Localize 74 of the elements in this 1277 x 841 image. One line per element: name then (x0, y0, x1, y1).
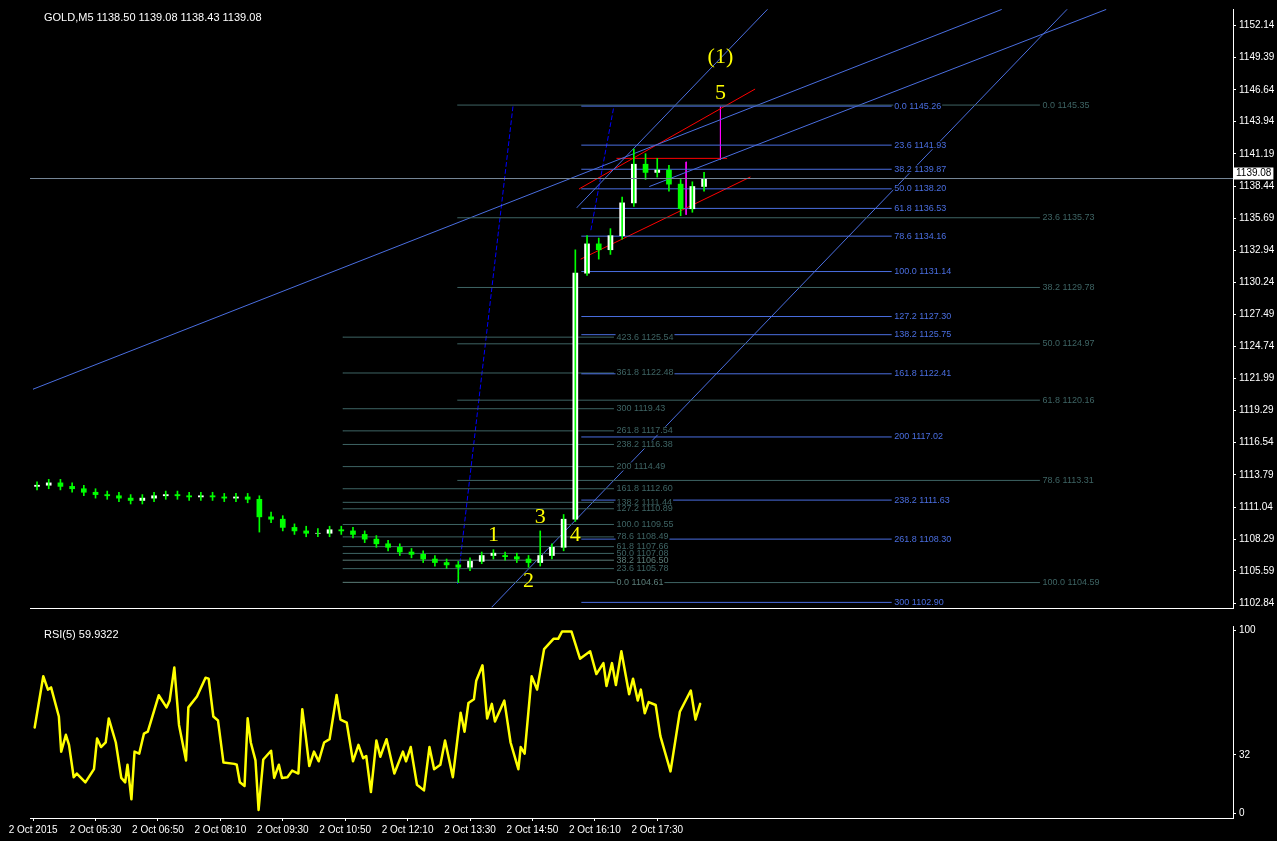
annotation: 161.8 1112.60 (616, 483, 673, 494)
y-tick-label: 1135.69 (1239, 211, 1275, 223)
y-tick-label: 1141.19 (1239, 147, 1275, 159)
annotation: 0.0 1145.35 (1042, 99, 1090, 110)
annotation: 200 1117.02 (894, 431, 944, 442)
annotation: 100.0 1131.14 (894, 266, 952, 277)
y-tick-label: 1119.29 (1239, 404, 1275, 416)
chart-title: RSI(5) 59.9322 (44, 628, 119, 641)
annotation: 50.0 1124.97 (1042, 338, 1095, 349)
annotation: 361.8 1122.48 (616, 367, 674, 378)
annotation: 423.6 1125.54 (616, 331, 674, 342)
chart-title: GOLD,M5 1138.50 1139.08 1138.43 1139.08 (44, 11, 262, 24)
annotation: 261.8 1108.30 (894, 533, 952, 544)
annotation: 161.8 1122.41 (894, 368, 952, 379)
annotation: 200 1114.49 (616, 461, 666, 472)
annotation: 78.6 1113.31 (1042, 474, 1094, 485)
y-tick-label: 0 (1239, 807, 1245, 819)
y-tick-label: 1102.84 (1239, 596, 1275, 608)
y-tick-label: 1124.74 (1239, 340, 1275, 352)
annotation: 61.8 1136.53 (894, 202, 947, 213)
x-tick-label: 2 Oct 16:10 (568, 823, 622, 835)
x-tick-label: 2 Oct 13:30 (444, 823, 497, 835)
annotation: 23.6 1105.78 (616, 563, 669, 574)
x-tick-label: 2 Oct 14:50 (506, 823, 559, 835)
x-tick-label: 2 Oct 12:10 (381, 823, 434, 835)
y-tick-label: 1130.24 (1239, 275, 1275, 287)
annotation: 3 (534, 502, 546, 528)
y-tick-label: 1108.29 (1239, 532, 1275, 544)
y-tick-label: 1152.14 (1239, 19, 1275, 31)
annotation: 23.6 1141.93 (894, 139, 947, 150)
y-tick-label: 100 (1239, 624, 1257, 636)
y-tick-label: 1116.54 (1239, 436, 1275, 448)
annotation: 23.6 1135.73 (1042, 212, 1095, 223)
annotation: 61.8 1120.16 (1042, 394, 1095, 405)
y-tick-label: 1105.59 (1239, 564, 1275, 576)
x-tick-label: 2 Oct 05:30 (69, 823, 122, 835)
annotation: 78.6 1134.16 (894, 230, 947, 241)
annotation: 0.0 1145.26 (894, 100, 942, 111)
annotation: 38.2 1139.87 (894, 163, 947, 174)
annotation: 0.0 1104.61 (616, 576, 664, 587)
annotation: 238.2 1116.38 (616, 438, 673, 449)
x-tick-label: 2 Oct 17:30 (631, 823, 684, 835)
y-tick-label: 1111.04 (1239, 500, 1274, 512)
annotation: 100.0 1104.59 (1042, 577, 1100, 588)
annotation: 100.0 1109.55 (616, 518, 674, 529)
y-tick-label: 1121.99 (1239, 372, 1275, 384)
x-tick-label: 2 Oct 06:50 (132, 823, 185, 835)
annotation: 1 (487, 521, 499, 547)
annotation: 38.2 1129.78 (1042, 281, 1095, 292)
annotation: 300 1102.90 (894, 596, 944, 607)
y-tick-label: 32 (1239, 748, 1251, 760)
annotation: 50.0 1138.20 (894, 183, 947, 194)
ref-line-label: 1139.08 (1236, 167, 1272, 179)
annotation: 127.2 1127.30 (894, 311, 952, 322)
annotation: 4 (569, 521, 581, 547)
annotation: 78.6 1108.49 (616, 531, 669, 542)
y-tick-label: 1143.94 (1239, 115, 1275, 127)
x-tick-label: 2 Oct 2015 (8, 823, 59, 835)
y-tick-label: 1132.94 (1239, 244, 1275, 256)
annotation: 5 (714, 78, 726, 104)
y-tick-label: 1149.39 (1239, 51, 1275, 63)
y-tick-label: 1146.64 (1239, 83, 1275, 95)
annotation: 2 (523, 567, 535, 593)
x-tick-label: 2 Oct 08:10 (194, 823, 247, 835)
annotation: 300 1119.43 (616, 403, 666, 414)
annotation: (1) (707, 42, 734, 68)
y-tick-label: 1127.49 (1239, 308, 1275, 320)
x-tick-label: 2 Oct 10:50 (319, 823, 372, 835)
x-tick-label: 2 Oct 09:30 (256, 823, 310, 835)
annotation: 238.2 1111.63 (894, 494, 950, 505)
y-tick-label: 1113.79 (1239, 468, 1275, 480)
annotation: 138.2 1125.75 (894, 329, 952, 340)
annotation: 261.8 1117.54 (616, 425, 673, 436)
y-tick-label: 1138.44 (1239, 179, 1275, 191)
